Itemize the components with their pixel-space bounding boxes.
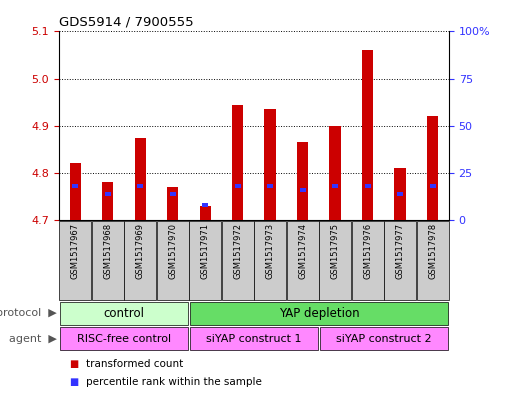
Text: GSM1517975: GSM1517975	[331, 223, 340, 279]
Bar	[167, 187, 179, 220]
Bar	[365, 184, 371, 188]
Text: GSM1517968: GSM1517968	[103, 223, 112, 279]
Bar	[362, 50, 373, 220]
Bar	[297, 142, 308, 220]
Bar	[170, 192, 176, 196]
Text: GSM1517977: GSM1517977	[396, 223, 405, 279]
Bar	[394, 168, 406, 220]
Text: ■: ■	[69, 358, 78, 369]
Bar	[332, 184, 338, 188]
Bar	[234, 184, 241, 188]
Bar	[265, 109, 276, 220]
Bar	[397, 192, 403, 196]
Text: GSM1517972: GSM1517972	[233, 223, 242, 279]
Bar	[137, 184, 143, 188]
Text: GSM1517971: GSM1517971	[201, 223, 210, 279]
Text: GSM1517970: GSM1517970	[168, 223, 177, 279]
Text: ■: ■	[69, 377, 78, 387]
Bar	[320, 327, 448, 351]
Bar	[222, 221, 253, 300]
Bar	[134, 138, 146, 220]
Text: siYAP construct 1: siYAP construct 1	[206, 334, 302, 344]
Bar	[60, 302, 188, 325]
Bar	[92, 221, 124, 300]
Bar	[384, 221, 416, 300]
Text: protocol  ▶: protocol ▶	[0, 309, 56, 318]
Bar	[254, 221, 286, 300]
Text: GDS5914 / 7900555: GDS5914 / 7900555	[59, 16, 193, 29]
Bar	[70, 163, 81, 220]
Bar	[417, 221, 448, 300]
Text: agent  ▶: agent ▶	[9, 334, 56, 344]
Bar	[329, 126, 341, 220]
Bar	[102, 182, 113, 220]
Bar	[202, 203, 208, 207]
Bar	[157, 221, 189, 300]
Text: control: control	[104, 307, 145, 320]
Bar	[105, 192, 111, 196]
Bar	[190, 302, 448, 325]
Text: GSM1517967: GSM1517967	[71, 223, 80, 279]
Bar	[427, 116, 438, 220]
Text: RISC-free control: RISC-free control	[77, 334, 171, 344]
Bar	[429, 184, 436, 188]
Text: GSM1517969: GSM1517969	[136, 223, 145, 279]
Bar	[60, 221, 91, 300]
Bar	[300, 188, 306, 192]
Bar	[190, 327, 318, 351]
Bar	[60, 327, 188, 351]
Text: GSM1517973: GSM1517973	[266, 223, 274, 279]
Bar	[287, 221, 319, 300]
Bar	[124, 221, 156, 300]
Text: siYAP construct 2: siYAP construct 2	[336, 334, 432, 344]
Bar	[72, 184, 78, 188]
Bar	[200, 206, 211, 220]
Text: GSM1517978: GSM1517978	[428, 223, 437, 279]
Text: GSM1517974: GSM1517974	[298, 223, 307, 279]
Bar	[267, 184, 273, 188]
Bar	[319, 221, 351, 300]
Text: YAP depletion: YAP depletion	[279, 307, 359, 320]
Bar	[189, 221, 221, 300]
Bar	[232, 105, 243, 220]
Text: transformed count: transformed count	[86, 358, 183, 369]
Text: GSM1517976: GSM1517976	[363, 223, 372, 279]
Text: percentile rank within the sample: percentile rank within the sample	[86, 377, 262, 387]
Bar	[352, 221, 384, 300]
